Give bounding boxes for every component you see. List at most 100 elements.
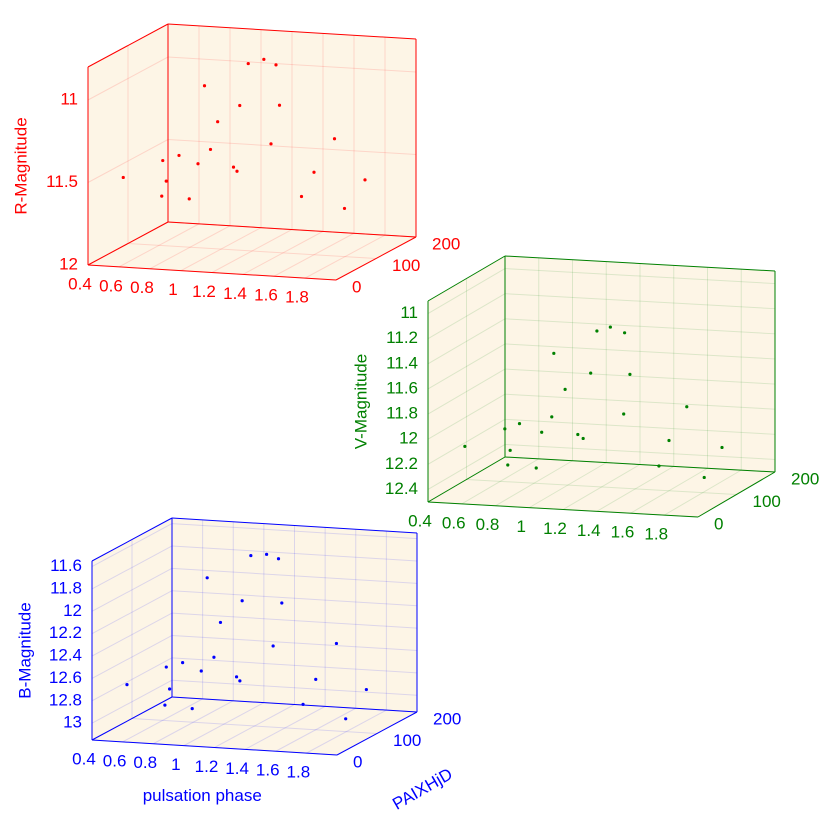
box-edge xyxy=(504,255,776,272)
panel: 0.4 0.6 0.8 1 1.2 1.4 1.6 1.801002001111.211.41… xyxy=(351,255,819,544)
z-tick-label: 13 xyxy=(63,713,82,732)
data-point xyxy=(264,552,269,556)
data-point xyxy=(595,329,599,333)
x-tick-label: 0.8 xyxy=(130,278,154,297)
x-tick-label: 0.8 xyxy=(133,753,157,772)
y-tick-label: 200 xyxy=(791,469,819,488)
grid-line xyxy=(153,700,234,745)
x-tick-label: 0.4 xyxy=(408,511,432,530)
back-pane xyxy=(168,24,416,237)
data-point xyxy=(121,175,125,180)
data-point xyxy=(301,702,305,706)
data-point xyxy=(463,444,467,449)
side-pane xyxy=(428,256,505,502)
x-tick-label: 1.4 xyxy=(225,759,249,778)
grid-line xyxy=(167,139,417,155)
data-point xyxy=(622,412,626,416)
z-tick-label: 11.8 xyxy=(50,578,82,597)
grid-line xyxy=(91,545,173,590)
data-point xyxy=(314,677,318,682)
grid-line xyxy=(244,705,326,750)
box-edge xyxy=(87,23,169,68)
data-point xyxy=(216,120,220,124)
z-tick-label: 12.2 xyxy=(385,454,418,473)
grid-line xyxy=(242,230,324,275)
data-point xyxy=(249,553,253,558)
grid-line xyxy=(171,657,418,674)
data-point xyxy=(196,162,200,166)
z-tick-label: 12.8 xyxy=(49,690,82,709)
grid-line xyxy=(171,679,418,696)
z-tick-label: 12.6 xyxy=(49,668,82,687)
y-tick-label: 0 xyxy=(353,752,362,771)
grid-line xyxy=(504,443,776,460)
panel: 0.4 0.6 0.8 1 1.2 1.4 1.6 1.8 0 100 200 11 11.5 12 R-M… xyxy=(11,23,460,307)
grid-line xyxy=(504,268,776,285)
y-tick-label: 200 xyxy=(432,234,460,253)
floor-pane xyxy=(88,222,416,280)
y-tick-label: 200 xyxy=(433,709,461,728)
z-tick-label: 11.8 xyxy=(386,404,418,423)
data-point xyxy=(332,137,337,141)
z-tick-label: 12.4 xyxy=(385,479,418,498)
grid-line xyxy=(427,268,506,314)
grid-line xyxy=(273,232,355,277)
x-tick-label: 0.8 xyxy=(476,515,500,534)
data-point xyxy=(312,170,316,174)
side-pane xyxy=(92,518,172,740)
data-point xyxy=(506,463,510,467)
grid-line xyxy=(171,523,418,540)
data-point xyxy=(163,703,167,707)
x-tick-label: 1.6 xyxy=(254,286,278,305)
data-point xyxy=(161,158,165,163)
data-point xyxy=(608,325,612,329)
box-edge xyxy=(87,264,337,281)
grid-line xyxy=(504,393,776,410)
grid-line xyxy=(87,139,169,183)
data-point xyxy=(240,599,244,603)
data-point xyxy=(667,438,671,443)
z-axis-label: B-Magnitude xyxy=(15,602,34,698)
box-edge xyxy=(91,517,173,562)
data-point xyxy=(181,661,185,665)
x-tick-label: 1.6 xyxy=(256,761,280,780)
y-tick-label: 0 xyxy=(352,277,361,296)
grid-line xyxy=(427,343,506,390)
data-point xyxy=(234,675,239,679)
z-tick-label: 11.6 xyxy=(50,556,82,575)
data-point xyxy=(167,687,172,691)
grid-line xyxy=(504,318,776,335)
z-tick-label: 12 xyxy=(59,254,78,273)
grid-line xyxy=(630,467,708,514)
grid-line xyxy=(87,56,169,101)
box-edge xyxy=(335,236,417,281)
data-point xyxy=(503,427,507,431)
data-point xyxy=(534,466,538,470)
x-tick-label: 1 xyxy=(517,517,526,536)
side-pane xyxy=(88,24,168,265)
data-point xyxy=(628,372,632,377)
data-point xyxy=(299,194,304,199)
back-pane xyxy=(172,518,417,712)
y-axis-label: PAIXHjD xyxy=(389,764,455,813)
grid-line xyxy=(171,545,418,562)
grid-line xyxy=(504,418,776,435)
grid-line xyxy=(427,368,506,415)
grid-line xyxy=(304,234,386,279)
data-point xyxy=(517,422,522,426)
data-point xyxy=(235,169,239,173)
data-point xyxy=(238,103,242,108)
grid-line xyxy=(427,444,506,490)
x-tick-label: 1 xyxy=(168,280,177,299)
grid-line xyxy=(171,634,418,651)
data-point xyxy=(550,415,554,419)
grid-line xyxy=(91,657,173,702)
data-point xyxy=(177,153,181,158)
x-tick-label: 0.6 xyxy=(442,513,466,532)
grid-line xyxy=(91,523,173,568)
data-point xyxy=(342,206,347,211)
y-tick-label: 0 xyxy=(714,514,723,533)
box-edge xyxy=(167,221,417,238)
data-point xyxy=(563,387,567,392)
